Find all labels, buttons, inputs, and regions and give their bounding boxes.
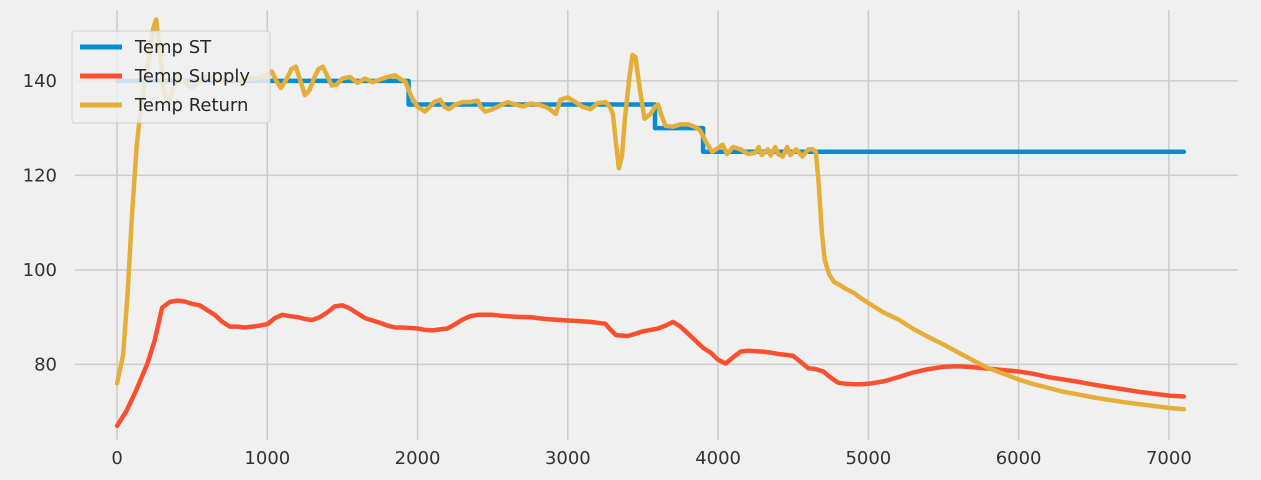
y-tick-label: 80	[34, 354, 57, 375]
tick-labels: 0 1000 2000 3000 4000 5000 6000 7000 80 100 120 140	[23, 71, 1192, 469]
x-tick-label: 2000	[395, 448, 441, 469]
y-tick-label: 120	[23, 165, 57, 186]
legend-label: Temp Return	[134, 95, 248, 116]
series-line-temp-supply	[114, 298, 1187, 429]
x-tick-label: 0	[111, 448, 122, 469]
x-tick-label: 5000	[845, 448, 891, 469]
x-tick-label: 1000	[244, 448, 290, 469]
x-tick-label: 6000	[996, 448, 1042, 469]
y-tick-label: 100	[23, 260, 57, 281]
x-tick-label: 4000	[695, 448, 741, 469]
legend: Temp ST Temp Supply Temp Return	[71, 30, 271, 124]
series-lines	[114, 17, 1187, 429]
legend-label: Temp ST	[134, 37, 212, 58]
legend-label: Temp Supply	[134, 66, 250, 87]
y-tick-label: 140	[23, 71, 57, 92]
x-tick-label: 7000	[1146, 448, 1192, 469]
legend-box	[71, 30, 271, 124]
x-tick-label: 3000	[545, 448, 591, 469]
series-line-temp-return	[114, 17, 1187, 412]
